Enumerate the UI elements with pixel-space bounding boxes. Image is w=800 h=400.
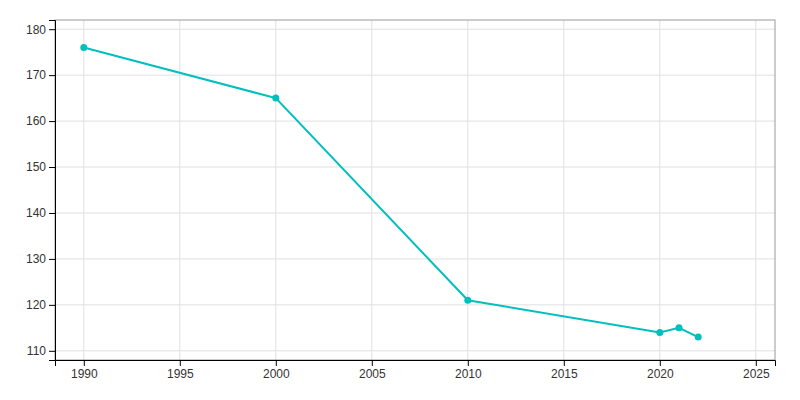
line xyxy=(84,48,698,337)
y-axis: 110 120 130 140 150 160 170 180 xyxy=(26,21,56,361)
grid-line xyxy=(563,20,564,360)
tick-label: 2025 xyxy=(743,367,770,381)
tick-label: 110 xyxy=(27,344,46,358)
x-tick: 1995 xyxy=(167,360,194,381)
tick-mark xyxy=(756,360,757,366)
tick-mark xyxy=(372,360,373,366)
tick-mark xyxy=(180,360,181,366)
point xyxy=(695,334,702,341)
grid-line xyxy=(55,350,775,351)
point xyxy=(80,44,87,51)
y-tick: 130 xyxy=(26,252,55,266)
point xyxy=(656,329,663,336)
grid-line xyxy=(275,20,276,360)
tick-label: 170 xyxy=(26,68,46,82)
tick-mark xyxy=(468,360,469,366)
tick-label: 120 xyxy=(26,298,46,312)
tick-mark xyxy=(84,360,85,366)
tick-label: 130 xyxy=(26,252,46,266)
grid-line xyxy=(467,20,468,360)
tick-label: 2015 xyxy=(551,367,578,381)
y-tick: 110 xyxy=(27,344,55,358)
x-tick: 2020 xyxy=(647,360,674,381)
tick-label: 1995 xyxy=(167,367,194,381)
tick-mark xyxy=(660,360,661,366)
x-tick: 2000 xyxy=(263,360,290,381)
y-tick: 160 xyxy=(26,114,55,128)
tick-label: 1990 xyxy=(71,367,98,381)
tick-mark xyxy=(276,360,277,366)
tick-mark xyxy=(49,167,55,168)
grid-line xyxy=(179,20,180,360)
tick-mark xyxy=(49,305,55,306)
x-tick: 1990 xyxy=(71,360,98,381)
grid-line xyxy=(55,167,775,168)
plot-frame xyxy=(55,20,775,360)
tick-label: 160 xyxy=(26,114,46,128)
tick-label: 2000 xyxy=(263,367,290,381)
grid-line xyxy=(371,20,372,360)
tick-label: 2005 xyxy=(359,367,386,381)
point xyxy=(676,324,683,331)
x-tick: 2005 xyxy=(359,360,386,381)
y-tick: 170 xyxy=(26,68,55,82)
grid-line xyxy=(55,29,775,30)
tick-mark xyxy=(49,75,55,76)
grid-line xyxy=(755,20,756,360)
grid-line xyxy=(55,121,775,122)
x-axis: 1990 1995 2000 2005 2010 2015 2020 2025 xyxy=(56,360,776,381)
y-tick: 150 xyxy=(26,160,55,174)
y-tick: 120 xyxy=(26,298,55,312)
grid-line xyxy=(659,20,660,360)
grid-line xyxy=(55,212,775,213)
x-tick: 2025 xyxy=(743,360,770,381)
grid-line xyxy=(55,304,775,305)
point xyxy=(272,95,279,102)
tick-label: 140 xyxy=(26,206,46,220)
tick-label: 2010 xyxy=(455,367,482,381)
grid-line xyxy=(55,75,775,76)
tick-label: 2020 xyxy=(647,367,674,381)
tick-mark xyxy=(49,121,55,122)
tick-mark xyxy=(49,351,55,352)
x-tick: 2015 xyxy=(551,360,578,381)
tick-mark xyxy=(49,259,55,260)
point xyxy=(464,297,471,304)
axis-line xyxy=(49,21,56,361)
tick-mark xyxy=(49,29,55,30)
chart: 1990 1995 2000 2005 2010 2015 2020 2025 110 120 13… xyxy=(0,0,800,400)
y-tick: 180 xyxy=(26,23,55,37)
tick-label: 150 xyxy=(26,160,46,174)
series xyxy=(80,44,701,340)
y-tick: 140 xyxy=(26,206,55,220)
grid-line xyxy=(83,20,84,360)
grid-line xyxy=(55,258,775,259)
tick-mark xyxy=(564,360,565,366)
axis-line xyxy=(56,361,776,367)
plot: 1990 1995 2000 2005 2010 2015 2020 2025 110 120 13… xyxy=(26,20,776,381)
tick-label: 180 xyxy=(26,23,46,37)
grid xyxy=(55,20,775,360)
x-tick: 2010 xyxy=(455,360,482,381)
tick-mark xyxy=(49,213,55,214)
